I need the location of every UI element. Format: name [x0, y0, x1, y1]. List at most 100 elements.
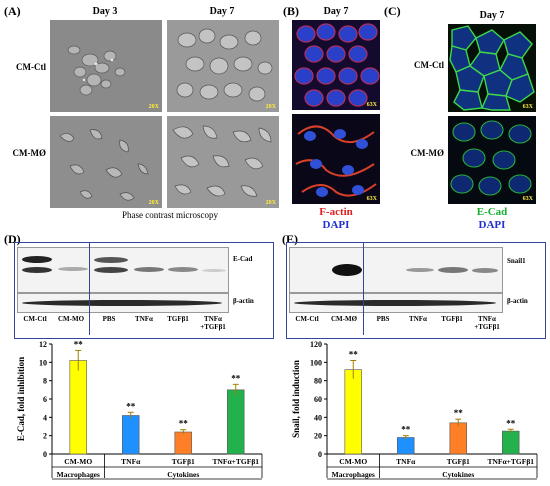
blot-divider: [363, 243, 364, 335]
panel-c-day: Day 7: [479, 10, 505, 21]
lane-labels-e: CM-Ctl CM-MØ PBS TNFα TGFβ1 TNFα +TGFβ1: [289, 315, 503, 335]
cell-texture: [167, 116, 279, 208]
panel-c-label: (C): [384, 4, 401, 18]
band-label-ecad: E-Cad: [233, 255, 253, 263]
factin-image-ctl: 63X: [292, 20, 380, 110]
x-tick-label: TNFα+TGFβ1: [212, 457, 259, 466]
fluorescence-texture: [292, 114, 380, 204]
mag-label: 63X: [366, 102, 377, 108]
band: [438, 267, 468, 273]
bar-chart-snail: 0 20 40 60 80 100 120 Snail, fold induction ** CM…: [291, 340, 538, 480]
x-tick-label: TGFβ1: [447, 457, 470, 466]
significance-label: **: [179, 419, 189, 429]
stain-factin: F-actin: [319, 206, 353, 218]
phase-image-ctl-day7: 20X: [167, 20, 279, 112]
y-tick-label: 0: [43, 450, 47, 459]
snail-blot: [289, 247, 503, 293]
y-tick-label: 4: [43, 413, 47, 422]
significance-label: **: [506, 418, 516, 428]
panel-a-label: (A): [4, 4, 21, 18]
panel-b-label: (B): [283, 4, 299, 18]
band: [22, 256, 52, 263]
lane-label: PBS: [376, 315, 390, 323]
blot-d-frame: E-Cad β-actin CM-Ctl CM-MO PBS TNFα TGFβ…: [14, 242, 274, 339]
band: [406, 268, 434, 272]
phase-image-mo-day7: 20X: [167, 116, 279, 208]
y-tick-label: 40: [314, 413, 322, 422]
significance-label: **: [349, 350, 359, 360]
panel-c-row-ctl: CM-Ctl: [414, 60, 444, 70]
band-label-bactin: β-actin: [507, 297, 528, 305]
band: [202, 269, 226, 272]
bar-chart-ecad: 0 2 4 6 8 10 12 E-Cad, fold inhibition ** CM-MO **…: [16, 339, 263, 480]
band: [134, 267, 164, 272]
group-label: Cytokines: [442, 470, 474, 479]
bactin-blot-d: [17, 293, 229, 313]
y-tick-label: 2: [43, 432, 47, 441]
cell-texture: [50, 116, 162, 208]
band: [94, 257, 128, 263]
significance-label: **: [454, 408, 464, 418]
lane-label: TNFα +TGFβ1: [200, 315, 226, 331]
bar: [397, 437, 415, 455]
band: [22, 267, 52, 273]
mag-label: 63X: [522, 196, 533, 202]
x-tick-label: TNFα: [121, 457, 141, 466]
ecad-image-mo: 63X: [448, 116, 536, 204]
stain-ecad: E-Cad: [476, 206, 508, 218]
bar: [449, 422, 467, 455]
mag-label: 20X: [148, 104, 159, 110]
fluorescence-texture: [448, 24, 536, 112]
band: [168, 267, 198, 272]
y-tick-label: 80: [314, 377, 322, 386]
lane-label: CM-MO: [57, 315, 85, 323]
bar: [122, 415, 140, 455]
y-tick-label: 100: [310, 358, 322, 367]
stain-dapi: DAPI: [322, 219, 350, 231]
band: [58, 267, 88, 271]
band: [332, 264, 362, 276]
bar: [227, 389, 245, 455]
y-tick-label: 20: [314, 432, 322, 441]
phase-image-ctl-day3: 20X: [50, 20, 162, 112]
group-label: Cytokines: [167, 470, 199, 479]
lane-label: TGFβ1: [167, 315, 189, 323]
x-tick-label: CM-MO: [64, 457, 92, 466]
lane-label: TNFα: [409, 315, 427, 323]
band-label-bactin: β-actin: [233, 297, 254, 305]
y-tick-label: 12: [39, 340, 47, 349]
stain-dapi: DAPI: [478, 219, 506, 231]
y-axis-label: Snail, fold induction: [291, 360, 301, 438]
bactin-blot-e: [289, 293, 503, 313]
blot-divider: [89, 243, 90, 335]
band: [94, 267, 128, 273]
phase-image-mo-day3: 20X: [50, 116, 162, 208]
significance-label: **: [74, 339, 84, 349]
x-tick-label: CM-MO: [339, 457, 367, 466]
panel-a-day7: Day 7: [209, 6, 235, 17]
y-tick-label: 60: [314, 395, 322, 404]
panel-a-row-ctl: CM-Ctl: [16, 62, 46, 72]
lane-label: CM-Ctl: [295, 315, 319, 323]
y-axis-label: E-Cad, fold inhibition: [16, 357, 26, 441]
significance-label: **: [401, 425, 411, 435]
y-tick-label: 6: [43, 395, 47, 404]
lane-label: TNFα +TGFβ1: [474, 315, 500, 331]
cell-texture: [50, 20, 162, 112]
lane-label: PBS: [102, 315, 116, 323]
mag-label: 20X: [265, 200, 276, 206]
bar: [69, 360, 87, 455]
cell-texture: [167, 20, 279, 112]
x-tick-label: TNFα: [396, 457, 416, 466]
mag-label: 20X: [148, 200, 159, 206]
x-tick-label: TNFα+TGFβ1: [487, 457, 534, 466]
fluorescence-texture: [292, 20, 380, 110]
group-label: Macrophages: [57, 470, 100, 479]
bar: [174, 431, 192, 455]
lane-label: TNFα: [135, 315, 153, 323]
band-label-snail: Snail1: [507, 257, 526, 265]
ecad-blot: [17, 247, 229, 293]
group-label: Macrophages: [332, 470, 375, 479]
band: [472, 268, 498, 273]
mag-label: 20X: [265, 104, 276, 110]
